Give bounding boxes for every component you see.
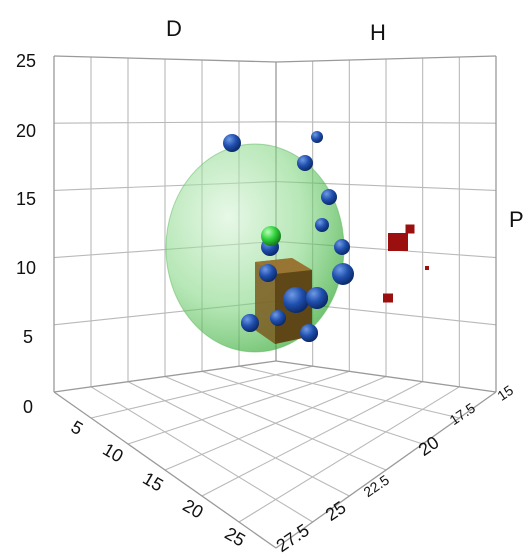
data-point-sphere [315,218,329,232]
d-tick-label: 5 [68,417,87,439]
z-tick-label: 10 [16,258,36,278]
h-tick-label: 15 [494,382,516,404]
z-tick-label: 5 [23,327,33,347]
frame-floor-back-right [275,360,497,393]
z-tick-label: 15 [16,189,36,209]
d-tick-label: 20 [179,495,206,522]
axis-frame [53,55,497,549]
data-point-sphere [297,155,313,171]
frame-top-right [275,55,497,63]
data-point-sphere [321,189,337,205]
d-tick-label: 15 [139,468,166,495]
data-point-outlier [388,233,408,251]
h-tick-label: 20 [415,432,443,460]
h-tick-label: 22.5 [360,471,392,500]
z-tick-label: 0 [23,397,33,417]
frame-top-left [53,55,277,63]
h-tick-label: 25 [322,497,350,525]
frame-floor-front-right [275,391,497,549]
right-wall-horizontal-gridline [275,121,497,124]
data-point-sphere-front [283,287,309,313]
data-point-sphere-front [306,287,328,309]
data-point-sphere [223,134,241,152]
z-tick-label: 25 [16,51,36,71]
data-point-sphere [332,263,354,285]
frame-floor-front-left [53,391,277,549]
data-point-outlier [425,266,429,270]
data-point-sphere-front [270,310,286,326]
d-tick-label: 25 [221,523,248,550]
axis-label-d: D [166,16,182,41]
data-point-sphere-front [259,264,277,282]
floor-gridline-h [90,386,313,523]
z-tick-label: 20 [16,121,36,141]
data-marks [223,131,429,344]
h-tick-label: 27.5 [273,520,313,553]
data-point-highlight [261,226,281,246]
frame-floor-back-left [53,360,277,393]
data-point-sphere [311,131,323,143]
left-wall-horizontal-gridline [53,121,277,124]
floor-gridline-d [201,381,423,497]
data-point-sphere-front [241,314,259,332]
data-point-sphere [334,239,350,255]
axis-label-p: P [509,207,524,232]
d-tick-label: 10 [99,439,126,466]
data-point-sphere-front [300,324,318,342]
data-point-outlier [383,293,393,303]
axis-label-h: H [370,20,386,45]
data-point-outlier [405,224,415,234]
